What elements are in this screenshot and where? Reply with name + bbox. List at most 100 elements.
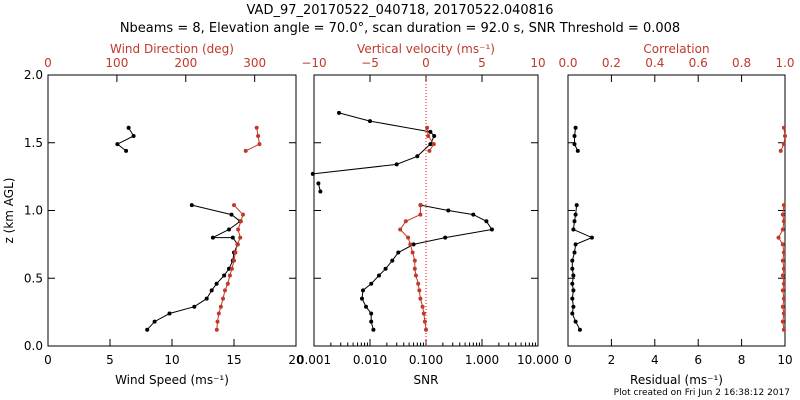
- data-point: [214, 327, 219, 332]
- data-point: [781, 327, 786, 332]
- x-tick-label: 0.001: [297, 353, 331, 367]
- data-point: [411, 242, 416, 247]
- y-tick-label: 0.5: [24, 271, 43, 285]
- data-point: [361, 288, 365, 293]
- x-axis-label: SNR: [414, 373, 439, 387]
- x-tick-label: 8: [738, 353, 746, 367]
- data-point: [415, 154, 420, 159]
- data-point: [781, 219, 786, 224]
- data-point: [406, 235, 411, 240]
- x2-tick-label: 5: [478, 56, 486, 70]
- data-point: [233, 250, 238, 255]
- data-point: [570, 281, 575, 286]
- series-line: [780, 127, 786, 152]
- data-point: [781, 281, 786, 286]
- data-point: [210, 235, 215, 240]
- data-point: [232, 203, 236, 208]
- data-point: [589, 235, 594, 240]
- x2-tick-label: 0: [422, 56, 430, 70]
- data-point: [369, 319, 374, 324]
- x-tick-label: 6: [694, 353, 702, 367]
- series-line: [574, 127, 579, 152]
- data-point: [412, 266, 417, 271]
- x-tick-label: 4: [651, 353, 659, 367]
- x2-tick-label: −10: [301, 56, 326, 70]
- data-point: [780, 242, 785, 247]
- data-point: [781, 266, 786, 271]
- x2-axis-label: Correlation: [643, 42, 709, 56]
- data-point: [256, 134, 261, 138]
- x2-tick-label: 0.4: [645, 56, 664, 70]
- data-point: [377, 273, 381, 278]
- x-tick-label: 0: [44, 353, 52, 367]
- data-point: [316, 181, 321, 186]
- series-line: [426, 127, 435, 152]
- data-point: [422, 319, 427, 324]
- data-point: [443, 235, 448, 240]
- data-point: [780, 273, 785, 278]
- data-point: [471, 212, 476, 217]
- data-point: [416, 281, 421, 286]
- data-point: [218, 304, 223, 309]
- data-point: [371, 327, 376, 332]
- data-point: [310, 171, 315, 176]
- data-point: [394, 162, 399, 167]
- data-point: [780, 212, 785, 217]
- x-axis-label: Wind Speed (ms⁻¹): [115, 373, 229, 387]
- data-point: [426, 134, 431, 138]
- data-point: [232, 258, 236, 263]
- data-point: [243, 148, 248, 153]
- series-line: [116, 127, 135, 152]
- x2-tick-label: 0: [44, 56, 52, 70]
- data-point: [222, 273, 227, 278]
- series-line: [399, 205, 427, 330]
- x2-tick-label: −5: [361, 56, 379, 70]
- data-point: [780, 288, 785, 293]
- data-point: [780, 319, 785, 324]
- data-point: [230, 235, 235, 240]
- x2-tick-label: 0.6: [689, 56, 708, 70]
- data-point: [781, 250, 786, 255]
- data-point: [781, 296, 786, 301]
- data-point: [421, 311, 426, 316]
- x2-axis-label: Wind Direction (deg): [110, 42, 234, 56]
- data-point: [484, 219, 489, 224]
- x-tick-label: 2: [608, 353, 616, 367]
- data-point: [418, 212, 423, 217]
- x-tick-label: 20: [288, 353, 303, 367]
- data-point: [235, 242, 240, 247]
- data-point: [570, 266, 575, 271]
- y-tick-label: 1.0: [24, 204, 43, 218]
- data-point: [241, 212, 245, 217]
- x2-tick-label: 300: [243, 56, 266, 70]
- data-point: [577, 327, 582, 332]
- data-point: [783, 134, 787, 138]
- data-point: [420, 304, 425, 309]
- data-point: [215, 319, 220, 324]
- plot-created-note: Plot created on Fri Jun 2 16:38:12 2017: [613, 388, 790, 398]
- x-tick-label: 10.000: [517, 353, 559, 367]
- data-point: [410, 250, 415, 255]
- data-point: [432, 134, 437, 138]
- data-point: [571, 227, 576, 232]
- x2-tick-label: 200: [174, 56, 197, 70]
- data-point: [229, 266, 234, 271]
- data-point: [369, 281, 374, 286]
- data-point: [781, 311, 786, 316]
- x2-tick-label: 0.0: [558, 56, 577, 70]
- data-point: [126, 125, 131, 130]
- data-point: [573, 319, 578, 324]
- data-point: [574, 203, 579, 208]
- data-point: [364, 304, 368, 309]
- data-point: [337, 110, 341, 115]
- data-point: [398, 227, 403, 232]
- x-tick-label: 10: [164, 353, 179, 367]
- data-point: [216, 311, 221, 316]
- data-point: [368, 119, 372, 124]
- data-point: [214, 281, 219, 286]
- data-point: [238, 235, 243, 240]
- data-point: [570, 296, 575, 301]
- data-point: [152, 319, 157, 324]
- data-point: [227, 266, 231, 271]
